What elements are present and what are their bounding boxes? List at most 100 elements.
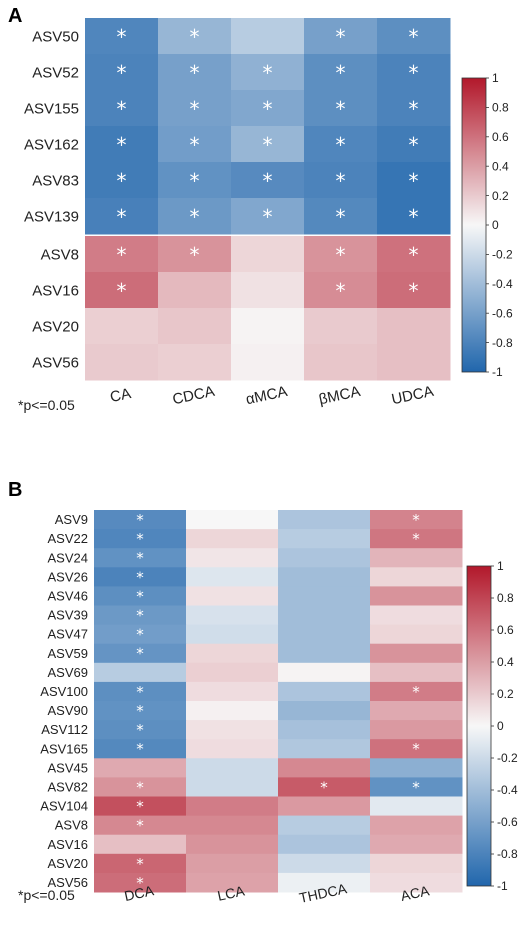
heatmap-cell	[304, 236, 378, 273]
colorbar-tick-label: 1	[497, 559, 504, 573]
column-label: CDCA	[171, 383, 216, 408]
significance-star: *	[336, 61, 346, 85]
heatmap-cell	[278, 758, 371, 778]
heatmap-cell	[186, 853, 279, 874]
colorbar-tick-label: -0.6	[497, 815, 518, 829]
column-label: LCA	[216, 882, 247, 903]
heatmap-cell	[186, 567, 279, 587]
significance-star: *	[263, 205, 273, 229]
row-label: ASV50	[32, 28, 79, 45]
row-label: ASV112	[41, 722, 88, 737]
colorbar-tick-label: 0.2	[492, 189, 509, 203]
heatmap-cell	[278, 624, 371, 645]
row-label: ASV47	[48, 627, 88, 642]
heatmap-cell	[370, 681, 463, 702]
colorbar-tick-label: -0.6	[492, 306, 513, 320]
significance-star: *	[117, 243, 127, 267]
row-label: ASV45	[48, 760, 88, 775]
heatmap-cell	[377, 308, 451, 345]
colorbar-tick-label: 0	[497, 719, 504, 733]
heatmap-cell	[278, 548, 371, 568]
row-label: ASV8	[41, 246, 79, 263]
colorbar-tick-label: -0.4	[497, 783, 518, 797]
row-label: ASV16	[48, 837, 88, 852]
significance-star: *	[336, 243, 346, 267]
significance-star: *	[117, 61, 127, 85]
colorbar-tick-label: 1	[492, 71, 499, 85]
heatmap-cell	[370, 586, 463, 606]
heatmap-cell	[94, 643, 187, 664]
heatmap-cell	[186, 624, 279, 645]
heatmap-cell	[186, 681, 279, 702]
heatmap-cell	[158, 236, 232, 273]
significance-star: *	[336, 25, 346, 49]
column-label: βMCA	[317, 383, 362, 408]
column-label: DCA	[123, 882, 156, 904]
row-label: ASV155	[24, 100, 79, 117]
heatmap-cell	[278, 567, 371, 587]
heatmap-cell	[94, 624, 187, 645]
heatmap-cell	[278, 529, 371, 549]
colorbar-tick-label: -0.2	[497, 751, 518, 765]
heatmap-cell	[304, 126, 378, 163]
row-label: ASV20	[48, 856, 88, 871]
heatmap-cell	[186, 815, 279, 836]
heatmap-cell	[231, 18, 305, 55]
significance-star: *	[136, 683, 144, 701]
significance-star: *	[409, 25, 419, 49]
heatmap-cell	[370, 643, 463, 664]
heatmap-cell	[231, 236, 305, 273]
heatmap-cell	[304, 54, 378, 91]
heatmap-cell	[231, 162, 305, 199]
significance-star: *	[136, 874, 144, 892]
colorbar	[466, 565, 492, 887]
significance-star: *	[412, 740, 420, 758]
heatmap-cell	[94, 586, 187, 606]
significance-star: *	[412, 683, 420, 701]
column-label: αMCA	[244, 383, 289, 408]
significance-star: *	[263, 133, 273, 157]
significance-star: *	[117, 97, 127, 121]
row-label: ASV69	[48, 665, 88, 680]
row-label: ASV59	[48, 646, 88, 661]
significance-star: *	[117, 279, 127, 303]
heatmap-cell	[158, 162, 232, 199]
row-label: ASV90	[48, 703, 88, 718]
significance-star: *	[136, 626, 144, 644]
heatmap-cell	[94, 834, 187, 855]
heatmap-cell	[377, 272, 451, 309]
colorbar-tick-label: 0.6	[497, 623, 514, 637]
significance-star: *	[190, 169, 200, 193]
significance-star: *	[336, 205, 346, 229]
heatmap-cell	[94, 510, 187, 530]
significance-star: *	[190, 97, 200, 121]
heatmap-cell	[370, 872, 463, 893]
heatmap-cell	[304, 90, 378, 127]
significance-star: *	[117, 205, 127, 229]
heatmap-cell	[231, 90, 305, 127]
significance-star: *	[412, 530, 420, 548]
colorbar-tick-label: 0.4	[497, 655, 514, 669]
heatmap-cell	[377, 198, 451, 235]
heatmap-cell	[158, 272, 232, 309]
row-label: ASV9	[55, 512, 88, 527]
significance-star: *	[336, 169, 346, 193]
heatmap-cell	[94, 548, 187, 568]
heatmap-cell	[377, 162, 451, 199]
heatmap-cell	[186, 529, 279, 549]
significance-note: *p<=0.05	[18, 397, 75, 413]
heatmap-cell	[94, 720, 187, 740]
heatmap-cell	[370, 739, 463, 759]
heatmap-cell	[370, 777, 463, 797]
colorbar-tick-label: 0.6	[492, 130, 509, 144]
heatmap-cell	[278, 739, 371, 759]
heatmap-cell	[278, 701, 371, 721]
heatmap-cell	[370, 701, 463, 721]
significance-star: *	[136, 587, 144, 605]
heatmap-cell	[85, 18, 159, 55]
significance-star: *	[117, 25, 127, 49]
heatmap-cell	[304, 198, 378, 235]
significance-star: *	[409, 243, 419, 267]
colorbar-tick-label: 0.4	[492, 159, 509, 173]
heatmap-cell	[278, 777, 371, 797]
